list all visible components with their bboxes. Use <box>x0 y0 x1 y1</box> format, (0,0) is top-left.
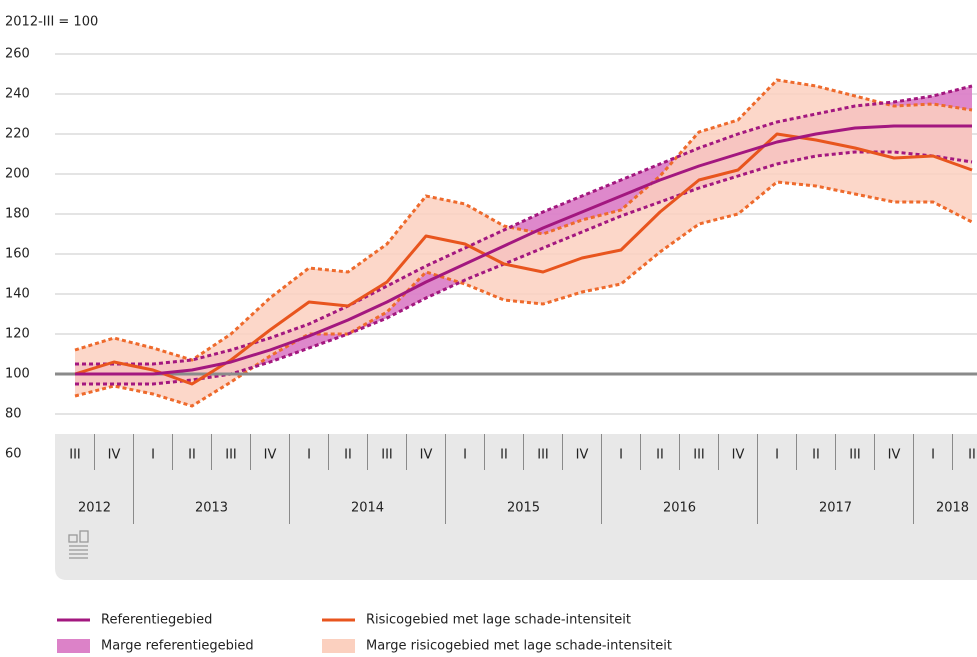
x-tick-label: III <box>225 448 237 463</box>
band-edge <box>74 180 973 408</box>
x-tick-label: II <box>188 448 196 463</box>
legend-swatch <box>322 639 355 653</box>
y-tick-label: 200 <box>5 167 30 182</box>
x-tick-label: III <box>849 448 861 463</box>
legend-label: Risicogebied met lage schade-intensiteit <box>366 613 631 628</box>
x-tick-label: I <box>307 448 311 463</box>
legend-swatch <box>57 639 90 653</box>
x-group-label: 2014 <box>351 501 384 516</box>
x-group-label: 2015 <box>507 501 540 516</box>
x-group-label: 2012 <box>78 501 111 516</box>
band-fill <box>75 80 972 406</box>
y-tick-label: 140 <box>5 287 30 302</box>
band-edge <box>75 84 973 366</box>
legend-label: Referentiegebied <box>101 613 212 628</box>
line <box>75 124 972 376</box>
x-tick-label: IV <box>576 448 589 463</box>
x-tick-label: I <box>619 448 623 463</box>
x-tick-label: IV <box>108 448 121 463</box>
x-tick-label: II <box>656 448 664 463</box>
y-tick-label: 220 <box>5 127 30 142</box>
y-tick-label: 240 <box>5 87 30 102</box>
x-tick-label: II <box>968 448 976 463</box>
x-group-label: 2017 <box>819 501 852 516</box>
y-tick-label: 60 <box>5 447 22 462</box>
legend-label: Marge referentiegebied <box>101 639 254 654</box>
x-tick-label: IV <box>888 448 901 463</box>
x-tick-label: III <box>69 448 81 463</box>
x-tick-label: IV <box>732 448 745 463</box>
x-tick-label: III <box>381 448 393 463</box>
y-tick-label: 180 <box>5 207 30 222</box>
y-tick-label: 160 <box>5 247 30 262</box>
y-tick-label: 120 <box>5 327 30 342</box>
x-axis-panel <box>55 434 977 580</box>
x-tick-label: I <box>463 448 467 463</box>
x-tick-label: I <box>775 448 779 463</box>
x-tick-label: II <box>500 448 508 463</box>
x-group-label: 2013 <box>195 501 228 516</box>
y-tick-label: 260 <box>5 47 30 62</box>
x-group-label: 2018 <box>936 501 969 516</box>
x-tick-label: III <box>537 448 549 463</box>
x-tick-label: II <box>344 448 352 463</box>
y-tick-label: 100 <box>5 367 30 382</box>
x-group-label: 2016 <box>663 501 696 516</box>
x-tick-label: I <box>151 448 155 463</box>
x-tick-label: IV <box>264 448 277 463</box>
legend-label: Marge risicogebied met lage schade-inten… <box>366 639 672 654</box>
y-axis-label: 2012-III = 100 <box>5 15 98 30</box>
x-tick-label: II <box>812 448 820 463</box>
y-tick-label: 80 <box>5 407 22 422</box>
x-tick-label: III <box>693 448 705 463</box>
x-tick-label: IV <box>420 448 433 463</box>
logo <box>68 530 89 559</box>
x-tick-label: I <box>931 448 935 463</box>
